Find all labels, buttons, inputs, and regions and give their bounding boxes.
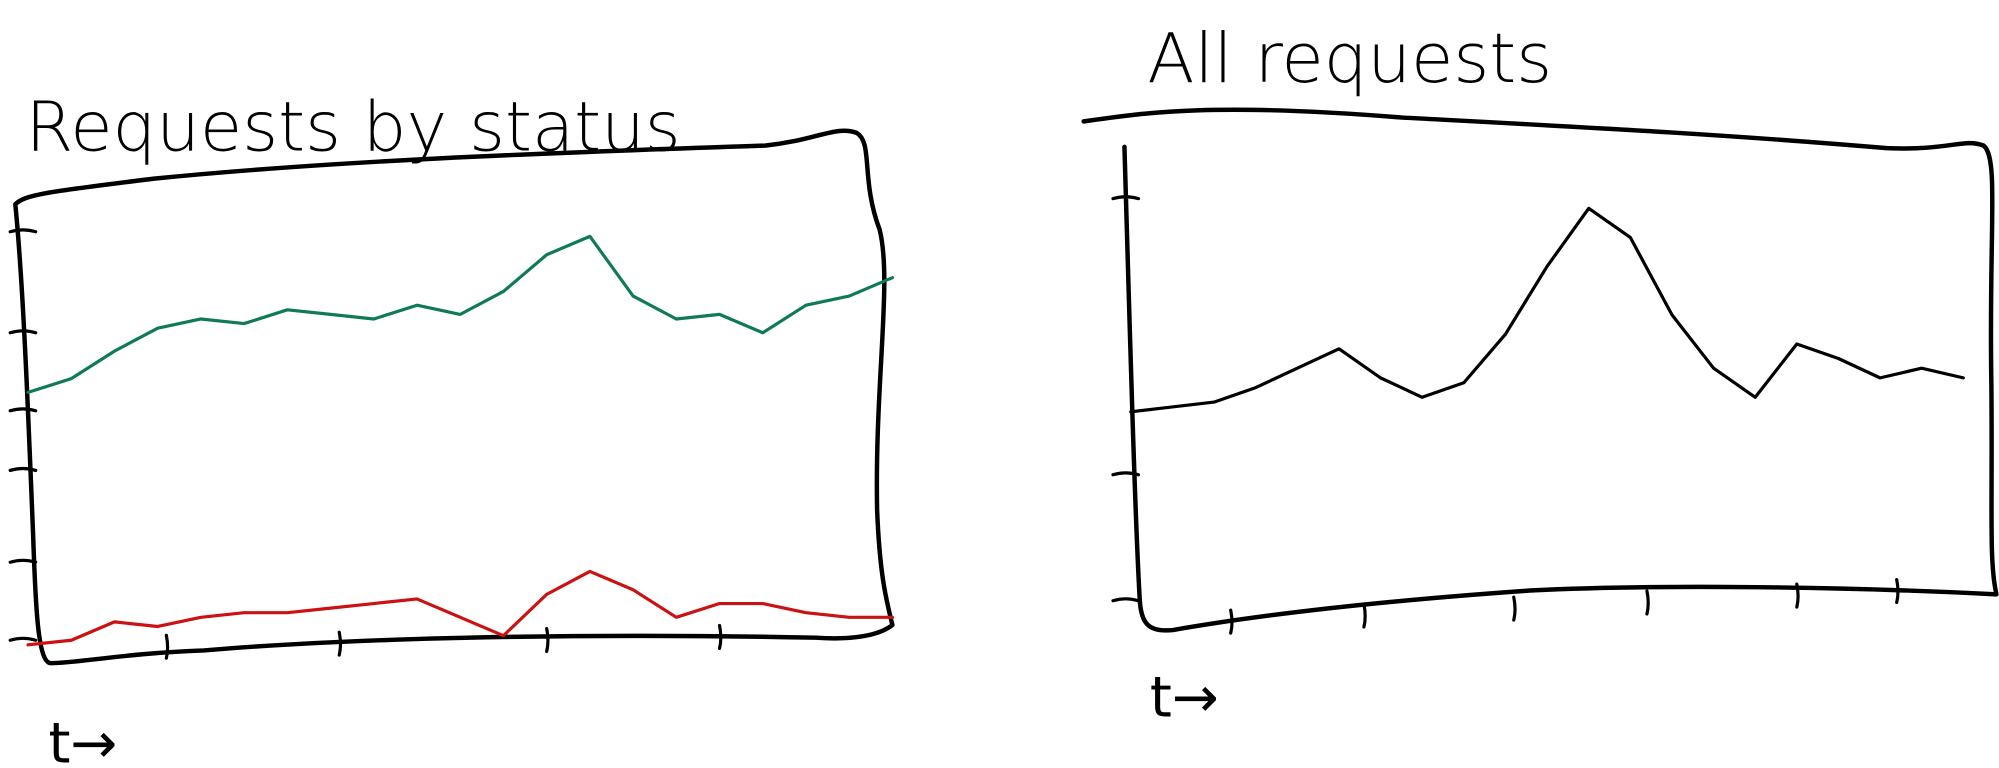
x-axis-label: t→	[48, 712, 117, 768]
frame	[13, 128, 895, 666]
data-line	[26, 234, 895, 395]
axis-tick	[337, 630, 343, 657]
axis-tick	[8, 407, 38, 413]
chart-title: All requests	[1147, 19, 1552, 99]
axis-tick	[1795, 582, 1800, 609]
axis-tick	[1111, 471, 1141, 477]
x-axis-label: t→	[1150, 666, 1219, 731]
axis-tick	[8, 329, 38, 335]
axis-tick	[1645, 589, 1650, 616]
chart-title: Requests by status	[25, 88, 680, 168]
axis-tick	[1362, 602, 1367, 629]
axis-tick	[1111, 195, 1141, 201]
frame	[1081, 107, 1999, 633]
data-line	[26, 569, 895, 647]
axis-tick	[1895, 577, 1900, 605]
axis-tick	[1512, 595, 1517, 622]
axis-tick	[545, 626, 550, 654]
axis-tick	[8, 466, 38, 473]
axis-tick	[1229, 608, 1234, 635]
axis-tick	[717, 623, 723, 651]
axis-tick	[8, 636, 38, 642]
data-line	[1129, 206, 1965, 414]
axis-tick	[8, 558, 38, 564]
axis-tick	[8, 228, 38, 234]
axis-tick	[164, 633, 170, 660]
axis-tick	[1111, 597, 1141, 603]
